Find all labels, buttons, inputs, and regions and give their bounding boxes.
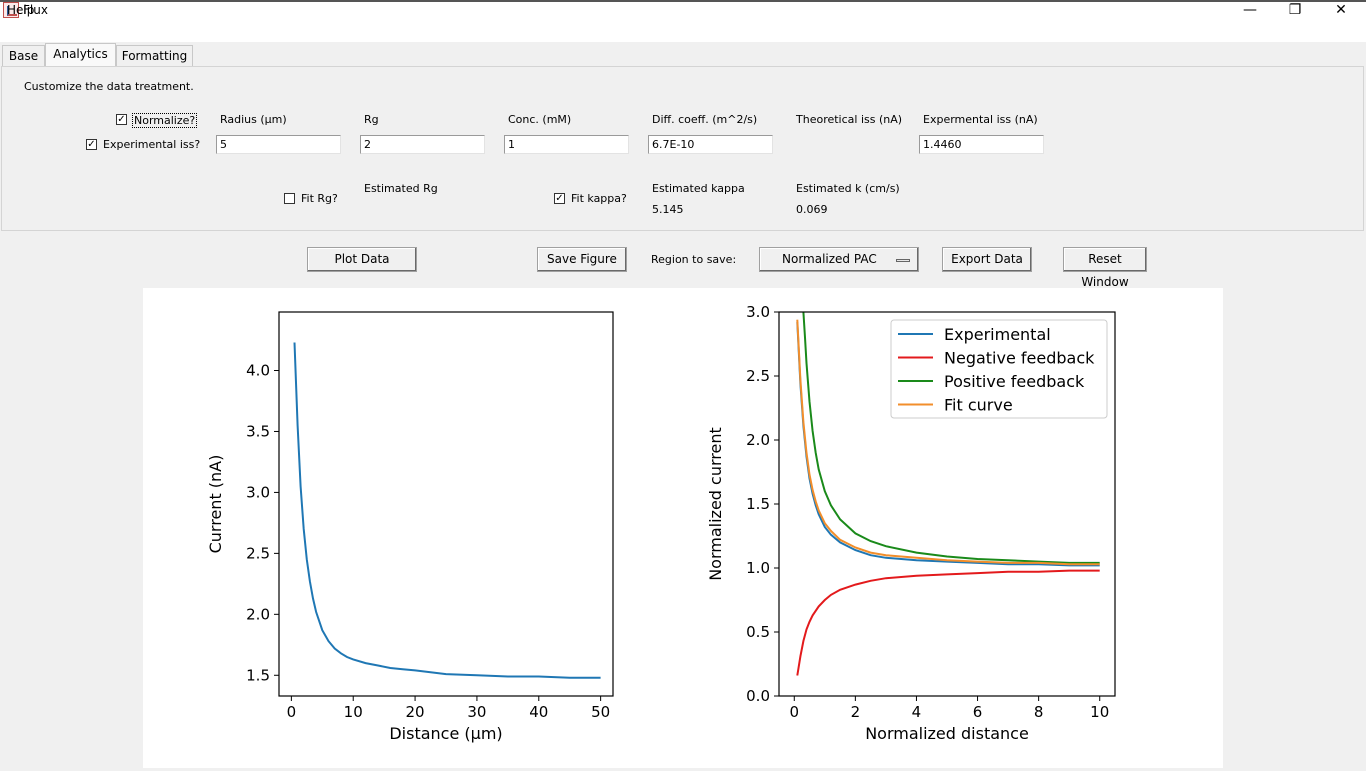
radius-header: Radius (µm) xyxy=(220,113,287,126)
x-tick-label: 4 xyxy=(912,703,922,721)
diff-coeff-input[interactable]: 6.7E-10 xyxy=(648,135,773,154)
axes-frame xyxy=(278,311,614,697)
x-tick-label: 40 xyxy=(529,703,548,721)
y-tick-label: 0.5 xyxy=(746,623,770,641)
experimental-iss-label[interactable]: Experimental iss? xyxy=(103,138,201,151)
x-axis-label: Normalized distance xyxy=(865,724,1029,743)
reset-window-button[interactable]: Reset Window xyxy=(1063,247,1147,289)
diff-coeff-header: Diff. coeff. (m^2/s) xyxy=(652,113,758,126)
rg-input[interactable]: 2 xyxy=(360,135,485,154)
close-button[interactable]: ✕ xyxy=(1335,2,1347,18)
estimated-kappa-value: 5.145 xyxy=(652,203,684,216)
region-select[interactable]: Normalized PAC xyxy=(759,247,919,272)
region-select-value: Normalized PAC xyxy=(782,252,877,266)
conc-input[interactable]: 1 xyxy=(504,135,629,154)
figure-canvas: 0 10 20 30 40 50 1.5 2.0 2.5 3.0 3.5 4.0 Distance (µ… xyxy=(143,288,1223,768)
x-tick-label: 2 xyxy=(851,703,861,721)
x-tick-label: 30 xyxy=(467,703,486,721)
save-figure-button[interactable]: Save Figure xyxy=(537,247,627,272)
legend-entry: Negative feedback xyxy=(944,349,1095,368)
estimated-rg-label: Estimated Rg xyxy=(364,182,438,195)
radius-input[interactable]: 5 xyxy=(216,135,341,154)
conc-header: Conc. (mM) xyxy=(508,113,572,126)
legend: Experimental Negative feedback Positive fe… xyxy=(890,319,1108,419)
legend-entry: Experimental xyxy=(944,325,1051,344)
panel-description: Customize the data treatment. xyxy=(24,80,194,93)
x-tick-label: 0 xyxy=(287,703,297,721)
x-tick-label: 10 xyxy=(344,703,363,721)
series-line-fit-curve xyxy=(796,319,1100,566)
chart-2: 0 2 4 6 8 10 0.0 0.5 1.0 1.5 2.0 2.5 3.0 Normalized d… xyxy=(706,303,1116,743)
x-tick-label: 6 xyxy=(973,703,983,721)
estimated-k-label: Estimated k (cm/s) xyxy=(796,182,900,195)
y-axis-label: Current (nA) xyxy=(206,455,225,554)
fit-kappa-checkbox[interactable]: ✓ xyxy=(554,193,565,204)
y-tick-label: 4.0 xyxy=(246,362,270,380)
flux-app-icon xyxy=(3,2,19,18)
series-line-positive-feedback xyxy=(802,312,1100,564)
title-bar xyxy=(0,0,1366,22)
y-tick-label: 3.0 xyxy=(246,483,270,501)
legend-entry: Fit curve xyxy=(944,396,1013,415)
y-tick-label: 1.5 xyxy=(246,666,270,684)
x-tick-label: 10 xyxy=(1090,703,1109,721)
x-tick-label: 50 xyxy=(591,703,610,721)
y-tick-label: 3.0 xyxy=(746,303,770,321)
fit-rg-label[interactable]: Fit Rg? xyxy=(301,192,338,205)
estimated-k-value: 0.069 xyxy=(796,203,828,216)
experimental-iss-input[interactable]: 1.4460 xyxy=(919,135,1044,154)
y-tick-label: 2.0 xyxy=(746,431,770,449)
tab-analytics[interactable]: Analytics xyxy=(45,43,116,67)
y-tick-label: 1.0 xyxy=(746,559,770,577)
option-menu-indicator-icon xyxy=(896,259,910,262)
x-tick-label: 20 xyxy=(406,703,425,721)
y-tick-label: 0.0 xyxy=(746,687,770,705)
series-line-negative-feedback xyxy=(796,569,1100,676)
y-tick-label: 1.5 xyxy=(746,495,770,513)
y-tick-label: 2.5 xyxy=(246,544,270,562)
minimize-button[interactable]: — xyxy=(1243,2,1257,18)
experimental-iss-header: Expermental iss (nA) xyxy=(923,113,1038,126)
normalize-checkbox[interactable]: ✓ xyxy=(116,114,127,125)
fit-kappa-label[interactable]: Fit kappa? xyxy=(571,192,627,205)
experimental-iss-checkbox[interactable]: ✓ xyxy=(86,139,97,150)
legend-entry: Positive feedback xyxy=(944,372,1085,391)
menu-help[interactable]: Help xyxy=(7,3,35,17)
fit-rg-checkbox[interactable] xyxy=(284,193,295,204)
chart-1: 0 10 20 30 40 50 1.5 2.0 2.5 3.0 3.5 4.0 Distance (µ… xyxy=(206,311,614,743)
menu-bar xyxy=(0,22,1366,42)
region-to-save-label: Region to save: xyxy=(651,253,737,266)
plot-data-button[interactable]: Plot Data xyxy=(307,247,417,272)
series-line-1 xyxy=(293,342,601,679)
rg-header: Rg xyxy=(364,113,379,126)
x-tick-label: 0 xyxy=(789,703,799,721)
y-tick-label: 2.0 xyxy=(246,605,270,623)
theoretical-iss-header: Theoretical iss (nA) xyxy=(796,113,903,126)
tab-base[interactable]: Base xyxy=(2,45,45,66)
restore-button[interactable]: ❐ xyxy=(1288,2,1302,18)
estimated-kappa-label: Estimated kappa xyxy=(652,182,745,195)
normalize-label[interactable]: Normalize? xyxy=(132,113,198,128)
export-data-button[interactable]: Export Data xyxy=(942,247,1032,272)
legend-box xyxy=(890,319,1108,419)
x-tick-label: 8 xyxy=(1034,703,1044,721)
window-title: Flux xyxy=(23,3,48,17)
y-tick-label: 3.5 xyxy=(246,422,270,440)
tab-formatting[interactable]: Formatting xyxy=(116,45,193,66)
y-axis-label: Normalized current xyxy=(706,427,725,581)
x-axis-label: Distance (µm) xyxy=(389,724,502,743)
y-tick-label: 2.5 xyxy=(746,367,770,385)
